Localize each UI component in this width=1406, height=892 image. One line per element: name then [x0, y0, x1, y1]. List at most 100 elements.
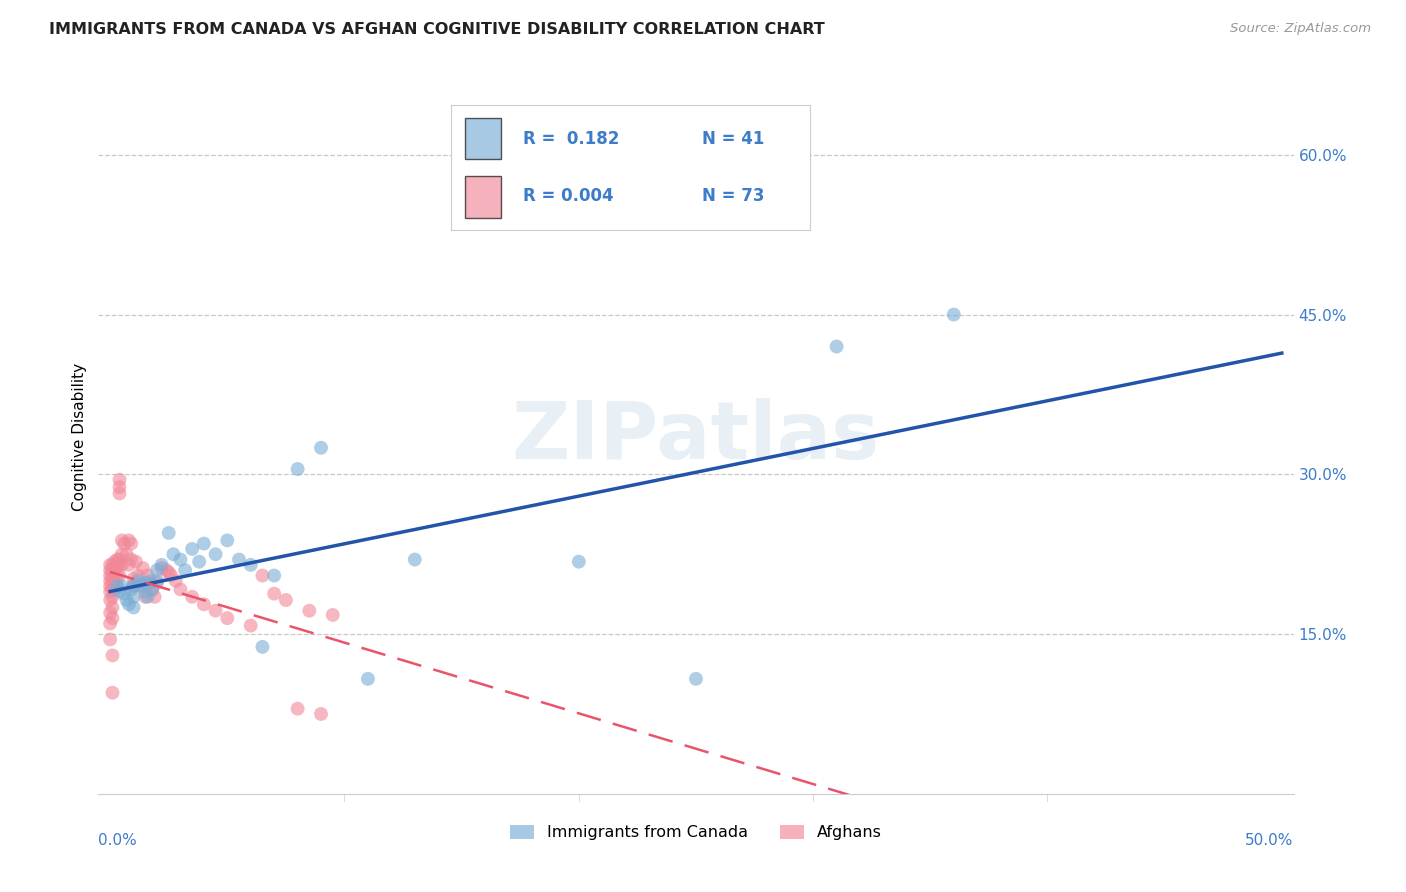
Point	[122, 572, 145, 586]
Text: ZIPatlas: ZIPatlas	[512, 398, 880, 476]
Point	[108, 568, 131, 582]
Point	[98, 632, 121, 647]
Point	[98, 558, 121, 572]
Point	[298, 604, 321, 618]
Point	[98, 563, 121, 577]
Point	[181, 541, 204, 556]
Point	[942, 308, 965, 322]
Text: IMMIGRANTS FROM CANADA VS AFGHAN COGNITIVE DISABILITY CORRELATION CHART: IMMIGRANTS FROM CANADA VS AFGHAN COGNITI…	[49, 22, 825, 37]
Point	[108, 584, 131, 599]
Point	[112, 536, 135, 550]
Point	[118, 558, 141, 572]
Point	[228, 552, 250, 566]
Point	[181, 590, 204, 604]
Point	[155, 563, 177, 577]
Point	[193, 597, 215, 611]
Point	[134, 584, 156, 599]
Point	[104, 582, 127, 597]
Point	[108, 486, 131, 500]
Point	[112, 587, 135, 601]
Point	[136, 568, 159, 582]
Point	[122, 600, 145, 615]
Point	[204, 547, 226, 561]
Point	[141, 582, 163, 597]
Text: 0.0%: 0.0%	[98, 833, 138, 848]
Point	[98, 579, 121, 593]
Point	[157, 525, 180, 540]
Point	[136, 590, 159, 604]
Point	[239, 618, 262, 632]
Point	[118, 533, 141, 548]
Point	[101, 574, 124, 588]
Legend: Immigrants from Canada, Afghans: Immigrants from Canada, Afghans	[503, 818, 889, 847]
Point	[132, 561, 155, 575]
Point	[120, 582, 142, 597]
Text: 50.0%: 50.0%	[1246, 833, 1294, 848]
Point	[141, 582, 163, 597]
Point	[150, 561, 173, 575]
Point	[309, 441, 332, 455]
Point	[115, 547, 138, 561]
Point	[287, 701, 309, 715]
Point	[404, 552, 426, 566]
Point	[139, 574, 162, 588]
Point	[105, 568, 128, 582]
Point	[120, 536, 142, 550]
Point	[150, 558, 173, 572]
Point	[146, 563, 169, 577]
Point	[239, 558, 262, 572]
Point	[104, 555, 127, 569]
Point	[252, 640, 274, 654]
Y-axis label: Cognitive Disability: Cognitive Disability	[72, 363, 87, 511]
Point	[160, 568, 183, 582]
Point	[274, 593, 297, 607]
Point	[105, 579, 128, 593]
Point	[146, 574, 169, 588]
Text: Source: ZipAtlas.com: Source: ZipAtlas.com	[1230, 22, 1371, 36]
Point	[101, 558, 124, 572]
Point	[111, 558, 134, 572]
Point	[252, 568, 274, 582]
Point	[101, 568, 124, 582]
Point	[111, 547, 134, 561]
Point	[685, 672, 707, 686]
Point	[139, 576, 162, 591]
Point	[165, 574, 187, 588]
Point	[101, 611, 124, 625]
Point	[101, 590, 124, 604]
Point	[115, 593, 138, 607]
Point	[122, 579, 145, 593]
Point	[169, 552, 191, 566]
Point	[101, 648, 124, 663]
Point	[108, 480, 131, 494]
Point	[118, 597, 141, 611]
Point	[101, 686, 124, 700]
Point	[169, 582, 191, 597]
Point	[98, 593, 121, 607]
Point	[105, 579, 128, 593]
Point	[146, 576, 169, 591]
Point	[108, 558, 131, 572]
Point	[129, 578, 152, 592]
Point	[127, 568, 149, 582]
Point	[98, 584, 121, 599]
Point	[101, 563, 124, 577]
Point	[309, 706, 332, 721]
Point	[204, 604, 226, 618]
Point	[162, 547, 184, 561]
Point	[104, 568, 127, 582]
Point	[98, 606, 121, 620]
Point	[127, 574, 149, 588]
Point	[104, 561, 127, 575]
Point	[357, 672, 380, 686]
Point	[129, 579, 152, 593]
Point	[98, 574, 121, 588]
Point	[263, 587, 285, 601]
Point	[120, 552, 142, 566]
Point	[111, 533, 134, 548]
Point	[217, 533, 239, 548]
Point	[122, 578, 145, 592]
Point	[101, 582, 124, 597]
Point	[108, 552, 131, 566]
Point	[111, 579, 134, 593]
